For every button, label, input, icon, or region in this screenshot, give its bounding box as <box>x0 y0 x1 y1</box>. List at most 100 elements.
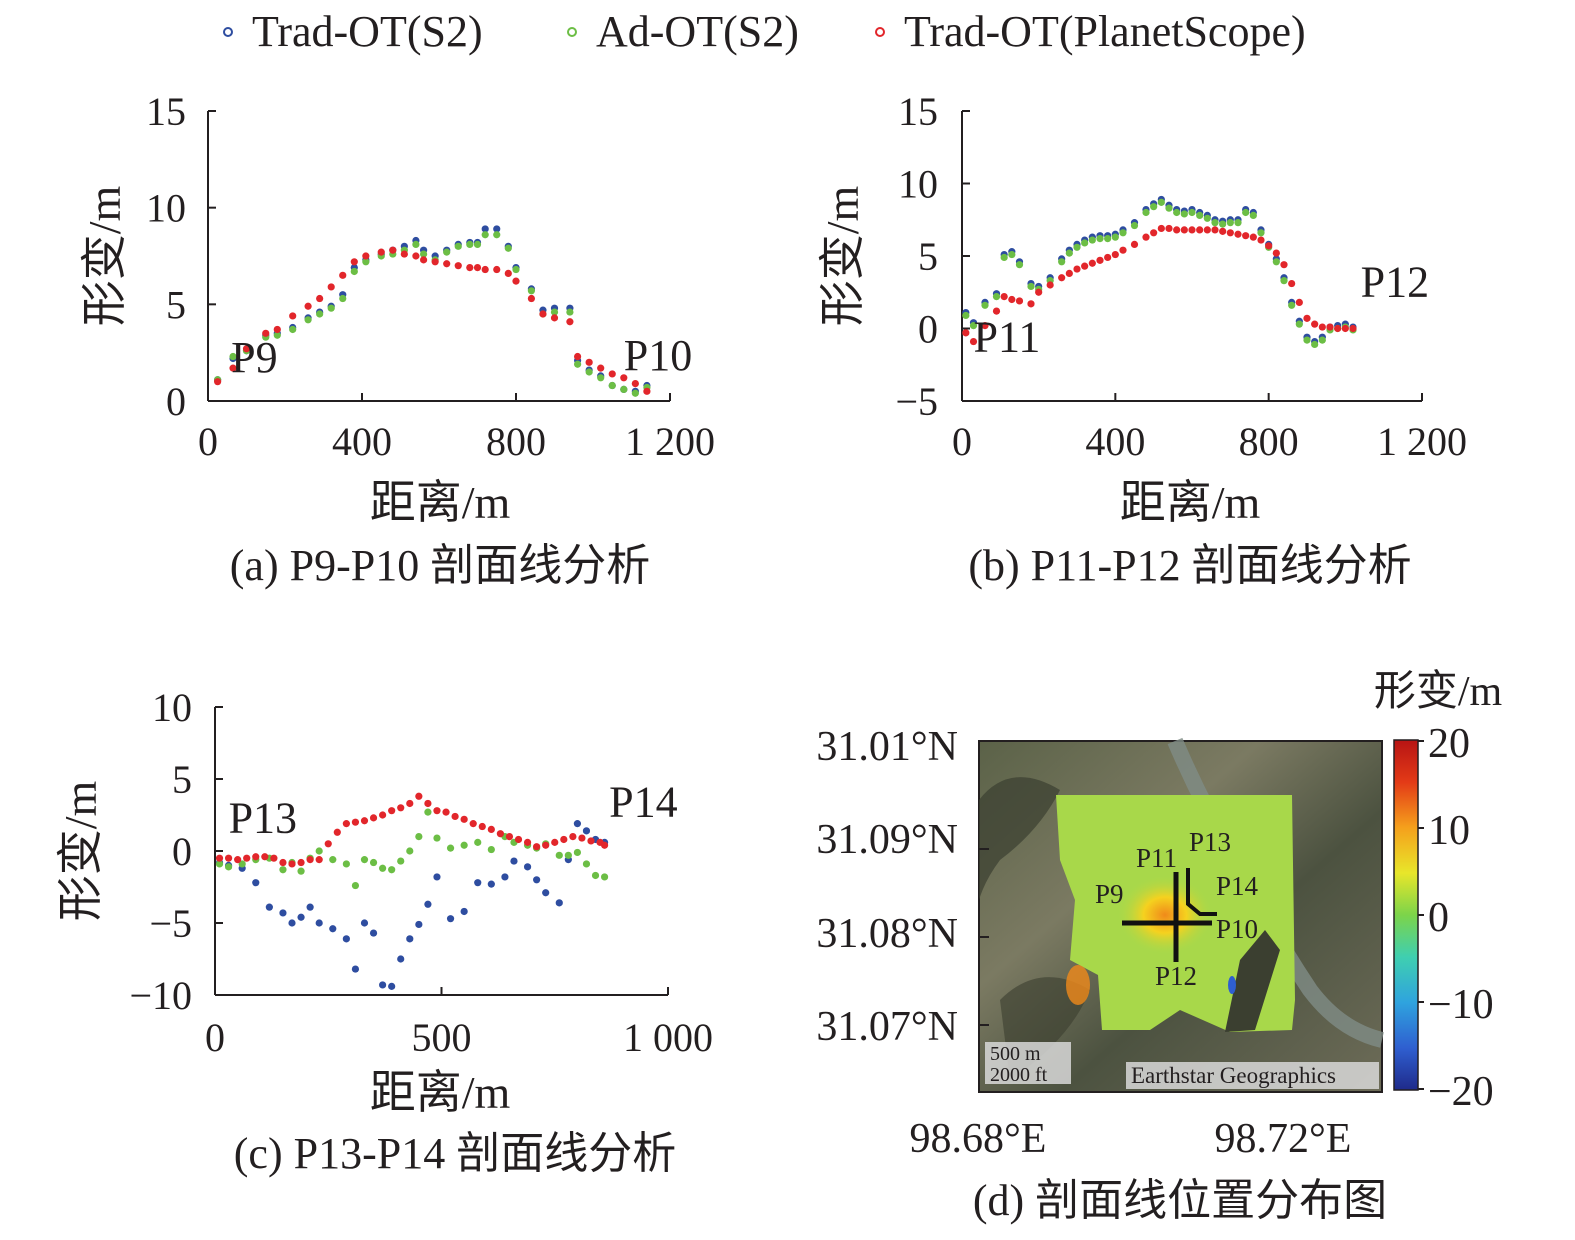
data-point <box>514 835 523 844</box>
x-tick-label: 800 <box>486 419 546 464</box>
data-point <box>350 258 358 266</box>
data-point <box>1257 236 1265 244</box>
data-point <box>1157 224 1165 233</box>
data-point <box>1173 226 1181 234</box>
data-point <box>339 294 347 303</box>
data-point <box>573 848 582 857</box>
data-point <box>585 358 593 366</box>
panel-caption: (a) P9-P10 剖面线分析 <box>230 541 650 590</box>
panel-a-chart: 0 400 800 1 200 0 5 10 15 距离/m 形变/m P9 P10 (a) P9-P1… <box>79 89 715 590</box>
data-point <box>1257 229 1265 237</box>
data-point <box>564 851 572 859</box>
data-point <box>582 827 591 835</box>
map-terrain-ridge <box>979 777 1060 900</box>
panel-c-chart: 0 500 1 000 −10 −5 0 5 10 距离/m 形变/m P13 P14 (c) P13-… <box>55 685 713 1178</box>
legend-marker-trad-s2 <box>223 27 233 37</box>
data-point <box>969 337 978 346</box>
data-point <box>481 265 489 274</box>
data-point <box>542 889 550 897</box>
x-tick-label: 0 <box>198 419 218 464</box>
profile-endpoint-label: P13 <box>229 793 297 842</box>
data-point <box>1142 208 1150 217</box>
data-point <box>1035 288 1043 296</box>
data-point <box>466 240 474 248</box>
data-point <box>578 834 586 842</box>
data-point <box>566 318 574 326</box>
data-point <box>478 822 486 831</box>
x-tick-label: 1 200 <box>1377 419 1467 464</box>
lat-label: 31.07°N <box>816 1004 958 1050</box>
data-point <box>512 265 520 274</box>
data-point <box>981 301 989 309</box>
data-point <box>406 799 414 808</box>
y-tick-label: 5 <box>918 234 938 279</box>
data-point <box>587 837 595 845</box>
data-point <box>1303 336 1311 344</box>
data-point <box>600 841 609 849</box>
data-point <box>1015 297 1024 305</box>
data-point <box>501 873 509 881</box>
data-point <box>238 860 246 868</box>
x-axis-label: 距离/m <box>370 1067 511 1118</box>
data-point <box>306 903 314 911</box>
data-point <box>569 833 577 841</box>
data-point <box>360 817 369 825</box>
data-point <box>420 250 428 258</box>
data-point <box>1073 243 1081 251</box>
data-point <box>533 876 541 884</box>
data-point <box>329 856 337 864</box>
data-point <box>316 294 324 303</box>
data-point <box>379 981 387 989</box>
map-point-label: P13 <box>1189 827 1231 857</box>
data-point <box>342 820 350 828</box>
data-point <box>493 231 501 239</box>
data-point <box>493 265 501 274</box>
data-point <box>539 310 547 318</box>
data-point <box>533 843 541 851</box>
colorbar-tick-label: 0 <box>1428 895 1449 941</box>
y-tick-label: 5 <box>172 757 192 802</box>
data-point <box>306 856 314 864</box>
profile-endpoint-label: P10 <box>624 331 692 380</box>
data-point <box>460 841 468 849</box>
colorbar-tick-label: −10 <box>1428 982 1494 1028</box>
data-point <box>1280 277 1288 285</box>
data-point <box>252 853 260 861</box>
y-tick-label: −5 <box>149 901 192 946</box>
data-point <box>1088 236 1096 244</box>
legend-label-trad-s2: Trad-OT(S2) <box>252 7 483 56</box>
data-point <box>1173 208 1181 217</box>
data-point <box>1027 282 1035 291</box>
data-point <box>1104 253 1112 262</box>
data-point <box>1196 211 1204 219</box>
data-point <box>1104 235 1112 243</box>
data-point <box>1295 320 1303 328</box>
data-point <box>474 879 482 887</box>
data-point <box>962 311 970 320</box>
data-point <box>342 935 350 943</box>
lon-label: 98.68°E <box>910 1116 1047 1162</box>
data-point <box>215 860 224 868</box>
data-point <box>1349 324 1357 333</box>
data-point <box>992 307 1001 315</box>
data-point <box>1150 203 1158 211</box>
data-point <box>1073 265 1081 273</box>
lat-label: 31.01°N <box>816 724 958 770</box>
data-point <box>369 814 378 822</box>
data-point <box>504 244 512 252</box>
data-point <box>289 325 297 334</box>
data-point <box>620 385 628 393</box>
data-point <box>273 325 281 334</box>
data-point <box>424 808 432 816</box>
data-point <box>487 845 495 854</box>
data-point <box>1326 323 1334 331</box>
data-point <box>451 812 459 821</box>
data-point <box>1249 233 1257 241</box>
data-point <box>388 807 396 815</box>
data-point <box>351 881 360 890</box>
data-point <box>523 863 532 871</box>
data-point <box>574 360 582 368</box>
map-hotspot-small <box>1066 965 1090 1005</box>
data-point <box>388 866 396 874</box>
profile-endpoint-label: P12 <box>1361 258 1429 307</box>
